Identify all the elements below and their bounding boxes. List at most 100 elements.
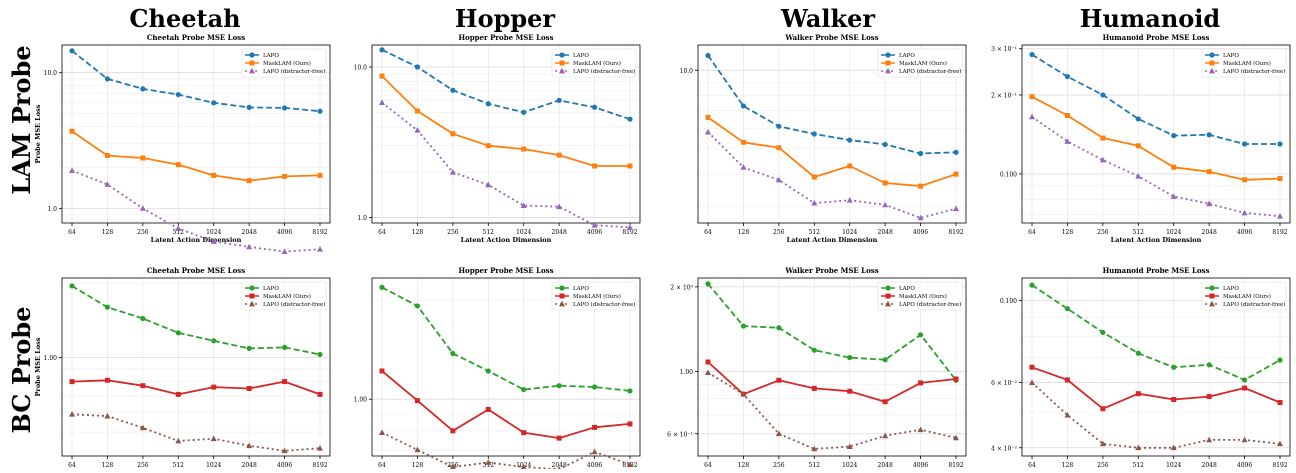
data-point [556,435,562,441]
y-tick-label: 0.100 [1000,298,1017,305]
data-point [1029,364,1035,370]
legend-entry: LAPO [573,286,589,292]
legend-marker [559,293,565,299]
data-point [917,150,924,157]
data-point [246,243,253,250]
data-point [1135,350,1141,356]
data-point [846,196,853,203]
data-point [776,377,782,383]
data-point [1206,132,1212,138]
data-point [1277,440,1283,447]
legend-marker [885,67,891,74]
y-tick-label: 1.00 [680,369,694,376]
data-point [953,205,959,212]
x-tick-label: 2048 [242,229,257,236]
x-tick-label: 256 [773,229,785,236]
data-point [211,384,217,390]
legend-box [551,281,637,311]
data-point [591,221,598,228]
x-tick-label: 256 [137,229,149,236]
data-point [211,172,217,178]
series-line [1031,95,1281,181]
series-line [381,48,631,121]
x-tick-label: 1024 [1166,229,1181,236]
series-1 [69,377,323,397]
data-point [556,203,563,210]
column-header-humanoid: Humanoid [1080,4,1221,33]
data-point [69,167,75,173]
data-point [211,338,217,344]
series-line [707,54,957,155]
data-point [1170,193,1177,199]
panel-1-0: 1.00 64 128 256 512 1024 2048 4096 8192 Cheetah P… [34,266,331,473]
legend-box [241,48,327,78]
x-tick-label: 1024 [206,229,221,236]
x-tick-label: 4096 [1237,462,1252,469]
data-point [811,174,817,180]
data-point [740,390,747,397]
data-point [175,330,181,336]
legend-marker [249,60,255,66]
x-tick-label: 256 [137,462,149,469]
x-tick-label: 1024 [1166,462,1181,469]
data-point [140,315,146,322]
axes-frame [61,277,331,457]
data-point [104,412,111,419]
legend-marker [249,52,255,58]
data-point [740,139,746,145]
data-point [282,173,288,179]
data-point [1277,176,1283,182]
legend-box [551,48,637,78]
data-point [414,64,421,70]
data-point [1241,141,1248,147]
data-point [811,445,818,452]
panel-title: Walker Probe MSE Loss [784,33,878,42]
series-line [71,130,321,182]
x-tick-label: 512 [483,462,495,469]
data-point [811,347,817,353]
data-point [317,351,323,358]
x-tick-label: 128 [738,229,750,236]
x-tick-label: 2048 [552,229,567,236]
legend-marker [559,300,565,307]
legend-marker [559,60,565,66]
data-point [1064,73,1071,80]
axes-frame [371,277,641,457]
panel-title: Humanoid Probe MSE Loss [1103,266,1210,275]
data-point [69,411,75,417]
data-point [485,181,492,188]
x-tick-label: 4096 [277,229,292,236]
series-1 [705,114,959,189]
data-point [882,201,889,208]
legend-entry: MaskLAM (Ours) [573,60,621,67]
data-point [246,345,252,351]
axes-frame [61,44,331,224]
data-point [847,354,853,361]
data-point [520,202,527,209]
x-tick-label: 64 [378,462,386,469]
data-point [1206,200,1213,207]
y-tick-label: 4 × 10⁻² [991,445,1017,452]
series-1 [1029,94,1283,183]
data-point [521,109,527,115]
y-axis-label: Probe MSE Loss [34,337,42,396]
data-point [775,176,782,183]
data-point [414,446,421,453]
y-tick-label: 3 × 10⁻¹ [991,46,1017,53]
legend-marker [885,293,891,299]
legend-entry: LAPO [263,286,279,292]
series-line [707,116,957,188]
data-point [627,421,633,427]
panel-title: Hopper Probe MSE Loss [458,266,553,275]
series-line [71,379,321,396]
series-line [71,285,321,356]
series-line [381,75,630,167]
panel-title: Cheetah Probe MSE Loss [147,33,245,42]
panel-title: Walker Probe MSE Loss [784,266,878,275]
y-tick-label: 10.0 [354,64,368,71]
y-tick-label: 1.00 [44,355,58,362]
legend-entry: MaskLAM (Ours) [1223,293,1271,300]
data-point [627,224,633,230]
data-point [1206,362,1212,368]
